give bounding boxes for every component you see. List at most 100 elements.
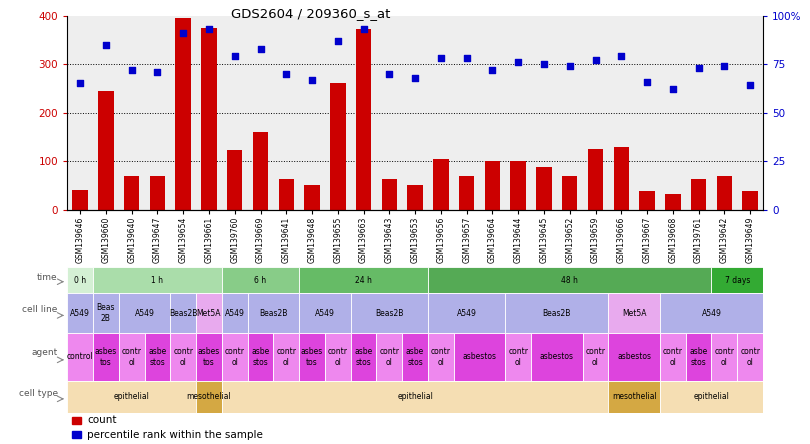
Point — [100, 41, 113, 48]
Point — [538, 60, 551, 67]
Bar — [67, 381, 196, 413]
Bar — [119, 293, 170, 333]
Bar — [608, 333, 660, 381]
Point — [434, 55, 447, 62]
Text: A549: A549 — [134, 309, 155, 317]
Bar — [665, 194, 680, 210]
Bar — [510, 161, 526, 210]
Bar — [536, 167, 552, 210]
Bar — [71, 431, 81, 438]
Point — [254, 45, 267, 52]
Bar — [608, 381, 660, 413]
Text: Beas2B: Beas2B — [543, 309, 571, 317]
Bar — [325, 333, 351, 381]
Bar — [196, 333, 222, 381]
Bar — [377, 333, 403, 381]
Text: mesothelial: mesothelial — [612, 392, 657, 401]
Bar — [356, 29, 371, 210]
Bar — [743, 191, 758, 210]
Text: Beas2B: Beas2B — [169, 309, 198, 317]
Bar — [72, 190, 87, 210]
Bar — [279, 179, 294, 210]
Text: cell line: cell line — [23, 305, 58, 313]
Text: A549: A549 — [315, 309, 335, 317]
Text: epithelial: epithelial — [397, 392, 433, 401]
Text: 1 h: 1 h — [151, 276, 164, 285]
Text: contr
ol: contr ol — [431, 347, 451, 367]
Bar — [459, 176, 475, 210]
Point — [383, 70, 396, 77]
Bar — [351, 333, 377, 381]
Text: agent: agent — [32, 348, 58, 357]
Bar — [93, 267, 222, 293]
Text: Met5A: Met5A — [197, 309, 221, 317]
Text: contr
ol: contr ol — [328, 347, 347, 367]
Bar — [639, 191, 654, 210]
Bar — [428, 333, 454, 381]
Point — [589, 57, 602, 64]
Bar — [124, 176, 139, 210]
Text: asbe
stos: asbe stos — [148, 347, 167, 367]
Point — [177, 29, 190, 36]
Text: contr
ol: contr ol — [173, 347, 194, 367]
Bar — [253, 132, 268, 210]
Bar — [454, 333, 505, 381]
Bar — [407, 185, 423, 210]
Text: contr
ol: contr ol — [508, 347, 528, 367]
Bar — [299, 293, 351, 333]
Point — [202, 26, 215, 33]
Bar — [382, 179, 397, 210]
Bar — [150, 176, 165, 210]
Bar — [330, 83, 346, 210]
Text: 7 days: 7 days — [725, 276, 750, 285]
Text: count: count — [87, 416, 117, 425]
Bar — [351, 293, 428, 333]
Bar — [613, 147, 629, 210]
Bar — [93, 333, 119, 381]
Bar — [608, 293, 660, 333]
Point — [512, 59, 525, 66]
Text: contr
ol: contr ol — [586, 347, 606, 367]
Bar — [93, 293, 119, 333]
Text: asbestos: asbestos — [617, 353, 651, 361]
Bar — [505, 293, 608, 333]
Point — [460, 55, 473, 62]
Point — [126, 66, 139, 73]
Bar — [222, 333, 248, 381]
Bar — [531, 333, 582, 381]
Text: 24 h: 24 h — [355, 276, 372, 285]
Point — [305, 76, 318, 83]
Bar — [660, 293, 763, 333]
Text: asbes
tos: asbes tos — [95, 347, 117, 367]
Bar — [660, 333, 686, 381]
Bar — [299, 267, 428, 293]
Text: 48 h: 48 h — [561, 276, 578, 285]
Bar — [305, 185, 320, 210]
Text: Beas2B: Beas2B — [259, 309, 288, 317]
Text: contr
ol: contr ol — [663, 347, 683, 367]
Bar — [248, 293, 299, 333]
Point — [667, 86, 680, 93]
Bar — [403, 333, 428, 381]
Bar — [582, 333, 608, 381]
Bar — [222, 381, 608, 413]
Bar — [717, 176, 732, 210]
Text: Met5A: Met5A — [622, 309, 646, 317]
Text: contr
ol: contr ol — [714, 347, 735, 367]
Bar — [686, 333, 711, 381]
Text: A549: A549 — [225, 309, 245, 317]
Bar — [433, 159, 449, 210]
Text: contr
ol: contr ol — [276, 347, 296, 367]
Bar — [71, 416, 81, 424]
Point — [641, 78, 654, 85]
Bar — [222, 293, 248, 333]
Text: asbe
stos: asbe stos — [355, 347, 373, 367]
Bar — [176, 18, 191, 210]
Bar — [691, 179, 706, 210]
Point — [74, 80, 87, 87]
Bar — [562, 176, 578, 210]
Text: GDS2604 / 209360_s_at: GDS2604 / 209360_s_at — [231, 7, 390, 20]
Point — [357, 26, 370, 33]
Point — [718, 63, 731, 70]
Bar — [170, 333, 196, 381]
